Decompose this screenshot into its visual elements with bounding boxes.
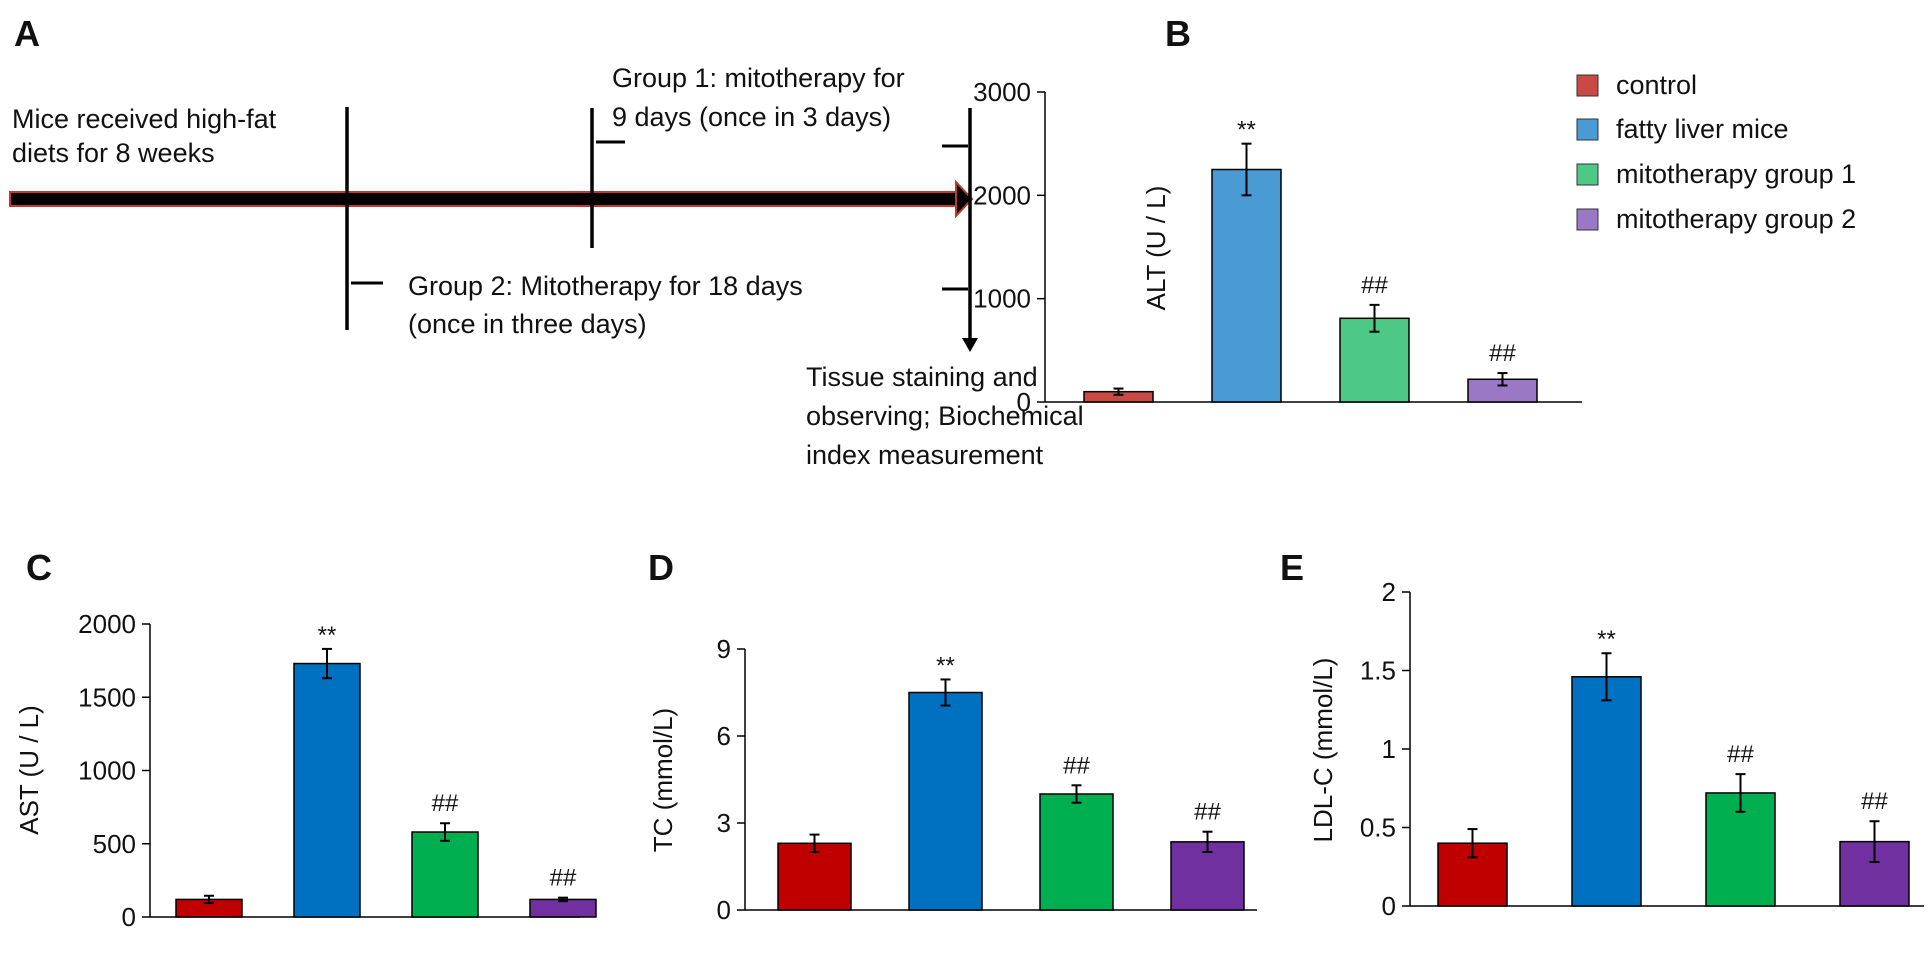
significance-label: ** <box>1237 117 1256 144</box>
panel-b-letter: B <box>1165 13 1191 54</box>
significance-label: ## <box>1361 272 1388 299</box>
ast-bar-chart: 0 500 1000 1500 2000 AST (U / L) ** ## ## <box>14 609 597 932</box>
end-down-arrowhead <box>962 338 978 352</box>
panel-c-ast-chart: C 0 500 1000 1500 2000 AST (U / L) ** ## ## <box>14 547 597 932</box>
legend-swatch-group1 <box>1576 163 1599 186</box>
panel-c-letter: C <box>26 547 52 588</box>
bar <box>1039 793 1114 911</box>
ldl-bar-chart: 0 0.5 1 1.5 2 LDL-C (mmol/L) ** ## ## <box>1308 577 1924 921</box>
y-tick-label: 0 <box>717 895 731 925</box>
y-tick-label: 2 <box>1382 577 1396 607</box>
y-tick-label: 9 <box>717 634 731 664</box>
significance-label: ## <box>1489 340 1516 367</box>
panel-d-letter: D <box>648 547 674 588</box>
significance-label: ## <box>432 790 459 817</box>
y-axis-label: AST (U / L) <box>14 705 44 835</box>
y-tick-label: 6 <box>717 721 731 751</box>
bar <box>777 842 852 911</box>
panel-e-letter: E <box>1280 547 1304 588</box>
y-tick-label: 1.5 <box>1360 656 1396 686</box>
y-axis-label: LDL-C (mmol/L) <box>1308 658 1338 843</box>
significance-label: ## <box>1194 799 1221 826</box>
y-tick-label: 1000 <box>973 284 1031 314</box>
y-tick-label: 1000 <box>78 756 136 786</box>
bar <box>1170 841 1245 911</box>
significance-label: ## <box>1727 741 1754 768</box>
legend-swatch-group2 <box>1576 208 1599 231</box>
legend-swatch-fatty-liver <box>1576 118 1599 141</box>
legend-label-group1: mitotherapy group 1 <box>1616 159 1856 189</box>
y-tick-label: 0 <box>122 902 136 932</box>
legend: control fatty liver mice mitotherapy gro… <box>1576 70 1856 234</box>
significance-label: ** <box>936 652 955 679</box>
alt-bar-chart: 0 1000 2000 3000 ALT (U / L) ** ## ## <box>973 77 1582 417</box>
legend-label-control: control <box>1616 70 1697 100</box>
panel-e-ldl-chart: E 0 0.5 1 1.5 2 LDL-C (mmol/L) ** ## ## <box>1280 547 1924 921</box>
group2-text-line-1: Group 2: Mitotherapy for 18 days <box>408 271 803 301</box>
bar <box>1211 168 1282 403</box>
bar <box>411 831 479 918</box>
legend-label-group2: mitotherapy group 2 <box>1616 204 1856 234</box>
y-tick-label: 2000 <box>973 180 1031 210</box>
significance-label: ** <box>318 622 337 649</box>
legend-swatch-control <box>1576 74 1599 97</box>
group2-text-line-2: (once in three days) <box>408 309 647 339</box>
end-text-line-3: index measurement <box>806 440 1044 470</box>
tc-bar-chart: 0 3 6 9 TC (mmol/L) ** ## ## <box>648 634 1257 925</box>
bar <box>908 691 983 911</box>
y-tick-label: 3 <box>717 808 731 838</box>
y-axis-label: ALT (U / L) <box>1141 186 1171 311</box>
y-tick-label: 1500 <box>78 682 136 712</box>
y-tick-label: 500 <box>93 829 136 859</box>
significance-label: ## <box>550 865 577 892</box>
significance-label: ** <box>1597 626 1616 653</box>
timeline-arrow-head <box>955 179 974 219</box>
significance-label: ## <box>1861 788 1888 815</box>
y-axis-label: TC (mmol/L) <box>648 708 678 852</box>
y-tick-label: 2000 <box>78 609 136 639</box>
y-tick-label: 0.5 <box>1360 813 1396 843</box>
group1-text-line-2: 9 days (once in 3 days) <box>612 102 891 132</box>
timeline-arrow-shaft <box>9 191 965 207</box>
y-tick-label: 3000 <box>973 77 1031 107</box>
timeline-start-text-line-1: Mice received high-fat <box>12 104 277 134</box>
y-tick-label: 0 <box>1017 387 1031 417</box>
y-tick-label: 1 <box>1382 734 1396 764</box>
legend-label-fatty-liver: fatty liver mice <box>1616 114 1789 144</box>
panel-b-alt-chart: B 0 1000 2000 3000 ALT (U / L) ** ## ## control… <box>973 13 1856 417</box>
bar <box>293 662 361 918</box>
panel-d-tc-chart: D 0 3 6 9 TC (mmol/L) ** ## ## <box>648 547 1257 925</box>
panel-a-timeline: A Mice received high-fat diets for 8 wee… <box>9 13 1084 470</box>
end-text-line-2: observing; Biochemical <box>806 401 1084 431</box>
group1-text-line-1: Group 1: mitotherapy for <box>612 63 905 93</box>
significance-label: ## <box>1063 752 1090 779</box>
timeline-start-text-line-2: diets for 8 weeks <box>12 138 215 168</box>
end-text-line-1: Tissue staining and <box>806 362 1038 392</box>
bar <box>1571 676 1642 907</box>
y-tick-label: 0 <box>1382 891 1396 921</box>
panel-a-letter: A <box>14 13 40 54</box>
